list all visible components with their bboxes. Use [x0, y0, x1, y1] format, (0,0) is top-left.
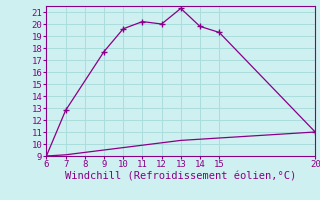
- X-axis label: Windchill (Refroidissement éolien,°C): Windchill (Refroidissement éolien,°C): [65, 172, 296, 182]
